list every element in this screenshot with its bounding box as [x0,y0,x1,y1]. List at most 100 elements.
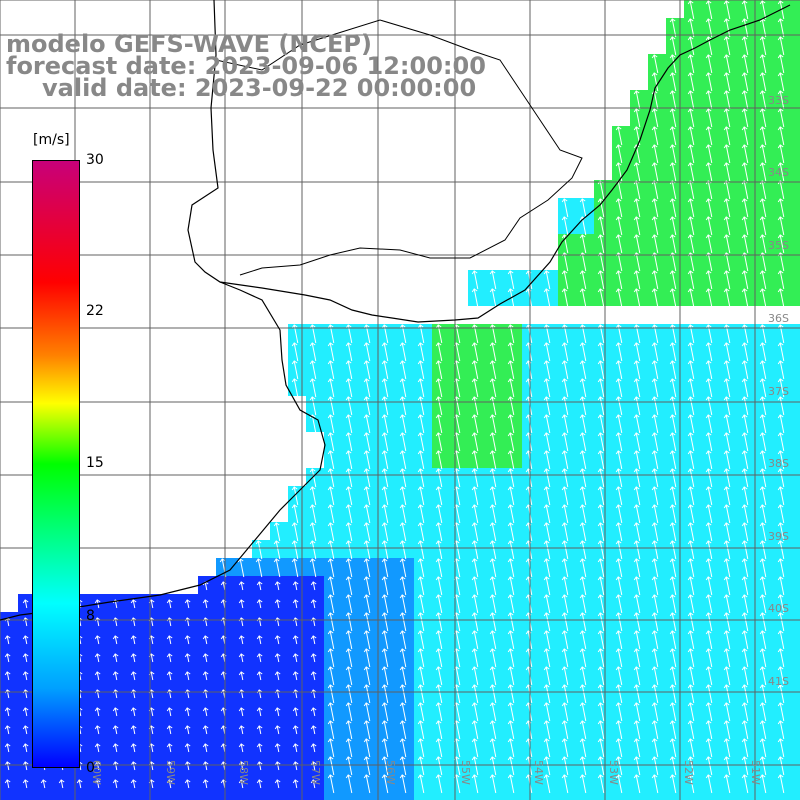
wind-arrow-head [777,612,784,617]
wind-arrow-head [327,360,334,365]
wind-arrow [509,450,515,470]
wind-arrow-head [112,743,119,748]
wind-arrow-head [471,612,478,617]
wind-cell [576,612,594,630]
wind-arrow [707,18,713,38]
wind-arrow [473,612,479,632]
wind-arrow-head [759,270,766,275]
wind-arrow-head [471,702,478,707]
wind-cell [648,540,666,558]
wind-arrow-head [256,761,263,766]
wind-arrow [707,612,713,632]
wind-cell [252,576,270,594]
wind-arrow-head [633,666,640,671]
wind-arrow-head [741,270,748,275]
wind-arrow-head [741,666,748,671]
wind-arrow [401,720,407,740]
wind-cell [0,738,18,756]
wind-cell [792,468,800,486]
wind-arrow [545,666,551,686]
wind-arrow [311,414,317,434]
wind-arrow-head [705,756,712,761]
wind-cell [756,774,774,792]
wind-arrow-head [669,450,676,455]
wind-cell [774,342,792,360]
wind-arrow-head [705,396,712,401]
wind-arrow [491,630,497,650]
wind-cell [756,54,774,72]
wind-arrow-head [669,342,676,347]
wind-arrow [24,707,28,717]
wind-arrow [186,779,190,789]
wind-arrow [761,738,767,758]
wind-arrow-head [651,756,658,761]
wind-cell [792,648,800,666]
wind-cell [756,216,774,234]
wind-cell [612,594,630,612]
wind-arrow [347,540,353,560]
wind-cell [180,702,198,720]
wind-arrow [635,522,641,542]
wind-cell [522,666,540,684]
wind-arrow-head [345,684,352,689]
wind-cell [234,630,252,648]
wind-arrow-head [561,360,568,365]
wind-arrow-head [309,396,316,401]
wind-cell [540,486,558,504]
wind-cell [144,666,162,684]
wind-arrow [779,558,785,578]
wind-arrow [779,252,785,272]
wind-cell [738,576,756,594]
wind-arrow-head [130,707,137,712]
wind-cell [630,468,648,486]
wind-arrow-head [759,432,766,437]
wind-arrow-head [94,761,101,766]
wind-arrow [581,648,587,668]
wind-cell [684,180,702,198]
wind-cell [648,414,666,432]
wind-arrow [329,702,335,722]
wind-cell [648,72,666,90]
wind-cell [414,378,432,396]
wind-cell [36,792,54,800]
wind-arrow [653,288,659,308]
wind-arrow [545,468,551,488]
wind-arrow [617,126,623,146]
wind-arrow-head [561,612,568,617]
wind-arrow-head [705,144,712,149]
wind-arrow-head [723,342,730,347]
wind-arrow [275,558,281,578]
wind-arrow [707,540,713,560]
wind-arrow-head [381,558,388,563]
wind-arrow-head [705,468,712,473]
wind-cell [648,594,666,612]
wind-arrow-head [723,72,730,77]
wind-arrow-head [741,342,748,347]
wind-arrow [779,396,785,416]
wind-arrow [689,522,695,542]
wind-cell [288,612,306,630]
wind-arrow [581,540,587,560]
wind-arrow-head [471,630,478,635]
wind-cell [432,378,450,396]
wind-arrow [491,774,497,794]
wind-cell [720,378,738,396]
wind-arrow-head [543,630,550,635]
wind-arrow-head [777,18,784,23]
wind-arrow-head [651,504,658,509]
wind-arrow [383,540,389,560]
wind-cell [360,486,378,504]
wind-arrow [114,743,118,753]
wind-cell [576,504,594,522]
wind-cell [756,432,774,450]
wind-arrow [635,774,641,794]
wind-arrow-head [561,540,568,545]
wind-arrow-head [705,594,712,599]
wind-cell [612,738,630,756]
wind-cell [396,504,414,522]
wind-arrow-head [759,756,766,761]
wind-arrow [617,504,623,524]
wind-cell [396,396,414,414]
wind-arrow [725,756,731,776]
wind-cell [702,594,720,612]
